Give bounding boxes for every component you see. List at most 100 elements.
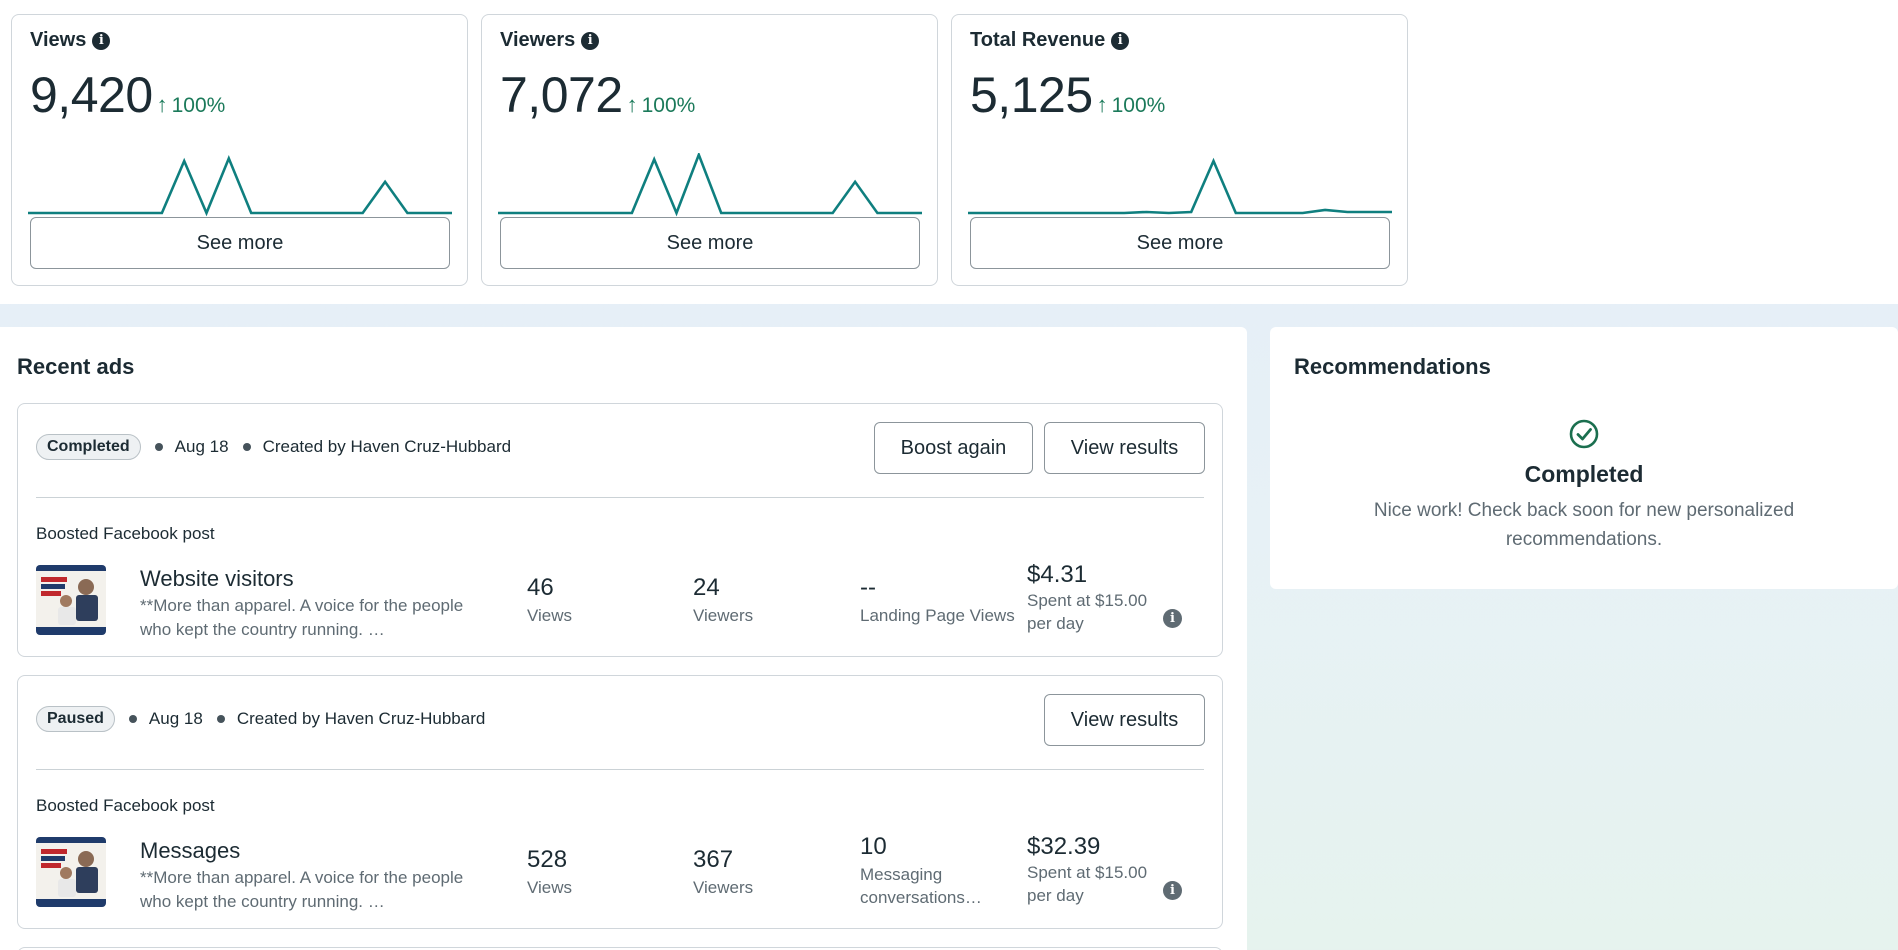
sparkline-views — [28, 154, 452, 217]
stat-value: 367 — [693, 846, 734, 873]
stat-viewers: 367 Viewers — [693, 846, 753, 899]
metrics-band: Views i 9,420 ↑ 100% See more Viewers i … — [0, 0, 1898, 304]
metric-change-value: 100% — [171, 94, 226, 117]
recommendations-panel: Recommendations Completed Nice work! Che… — [1270, 327, 1898, 589]
stat-viewers: 24 Viewers — [693, 574, 753, 627]
separator-dot — [154, 443, 163, 451]
metric-change-value: 100% — [641, 94, 696, 117]
trend-line — [968, 157, 1392, 215]
ad-header: Completed Aug 18 Created by Haven Cruz-H… — [36, 434, 511, 460]
info-icon[interactable]: i — [1163, 881, 1182, 900]
see-more-button[interactable]: See more — [30, 217, 450, 269]
see-more-button[interactable]: See more — [970, 217, 1390, 269]
ad-thumbnail[interactable] — [36, 837, 106, 907]
ad-creator: Created by Haven Cruz-Hubbard — [262, 437, 512, 456]
recommendations-message: Nice work! Check back soon for new perso… — [1373, 500, 1795, 550]
metric-title-row: Views i — [30, 29, 449, 52]
stat-label: Views — [527, 606, 573, 625]
separator-dot — [242, 443, 251, 451]
info-icon[interactable]: i — [1111, 31, 1130, 50]
metric-value: 5,125 — [970, 67, 1093, 123]
info-icon[interactable]: i — [581, 31, 600, 50]
metric-change: ↑ 100% — [157, 92, 226, 118]
stat-value: -- — [860, 574, 876, 601]
stat-spend: $4.31 Spent at $15.00 per day — [1027, 561, 1157, 635]
metric-value: 7,072 — [500, 67, 623, 123]
metric-title-row: Viewers i — [500, 29, 919, 52]
ad-card: Completed Aug 18 Created by Haven Cruz-H… — [17, 403, 1223, 657]
spend-value: $32.39 — [1027, 833, 1101, 860]
metric-card-viewers: Viewers i 7,072 ↑ 100% See more — [481, 14, 938, 286]
separator-dot — [216, 715, 225, 723]
ad-creator: Created by Haven Cruz-Hubbard — [236, 709, 486, 728]
metric-change-value: 100% — [1111, 94, 1166, 117]
stat-value: 528 — [527, 846, 568, 873]
metric-title: Viewers — [500, 29, 576, 51]
status-badge: Paused — [36, 706, 115, 732]
check-circle-icon — [1569, 419, 1599, 449]
post-type: Boosted Facebook post — [36, 796, 215, 815]
stat-landing-page-views: -- Landing Page Views — [860, 574, 1030, 627]
recommendations-status: Completed — [1524, 461, 1644, 487]
stat-label: Views — [527, 878, 573, 897]
metric-value-row: 5,125 ↑ 100% — [970, 66, 1389, 124]
metric-change: ↑ 100% — [1097, 92, 1166, 118]
divider — [36, 769, 1204, 770]
separator-dot — [128, 715, 137, 723]
trend-line — [498, 153, 922, 217]
stat-spend: $32.39 Spent at $15.00 per day — [1027, 833, 1157, 907]
divider — [36, 497, 1204, 498]
recent-ads-panel: Recent ads Completed Aug 18 Created by H… — [0, 327, 1247, 950]
stat-views: 528 Views — [527, 846, 572, 899]
stat-label: Messaging conversations… — [860, 865, 982, 907]
ad-card: Paused Aug 18 Created by Haven Cruz-Hubb… — [17, 675, 1223, 929]
recent-ads-title: Recent ads — [17, 354, 135, 379]
status-badge: Completed — [36, 434, 141, 460]
ad-date: Aug 18 — [174, 437, 229, 456]
ad-date: Aug 18 — [148, 709, 203, 728]
info-icon[interactable]: i — [92, 31, 111, 50]
recommendations-title: Recommendations — [1294, 354, 1491, 379]
boost-again-button[interactable]: Boost again — [874, 422, 1033, 474]
metric-value-row: 7,072 ↑ 100% — [500, 66, 919, 124]
ad-description: **More than apparel. A voice for the peo… — [140, 596, 464, 639]
stat-label: Viewers — [693, 606, 754, 625]
arrow-up-icon: ↑ — [626, 92, 638, 117]
stat-value: 24 — [693, 574, 720, 601]
post-type: Boosted Facebook post — [36, 524, 215, 543]
spend-label: Spent at $15.00 per day — [1027, 863, 1148, 905]
metric-title: Total Revenue — [970, 29, 1106, 51]
view-results-button[interactable]: View results — [1044, 694, 1205, 746]
metric-title-row: Total Revenue i — [970, 29, 1389, 52]
view-results-button[interactable]: View results — [1044, 422, 1205, 474]
arrow-up-icon: ↑ — [156, 92, 168, 117]
spend-label: Spent at $15.00 per day — [1027, 591, 1148, 633]
stat-value: 46 — [527, 574, 554, 601]
stat-messaging-conversations: 10 Messaging conversations… — [860, 833, 1010, 909]
see-more-button[interactable]: See more — [500, 217, 920, 269]
metric-card-views: Views i 9,420 ↑ 100% See more — [11, 14, 468, 286]
arrow-up-icon: ↑ — [1096, 92, 1108, 117]
ad-name[interactable]: Website visitors — [140, 566, 294, 591]
stat-label: Viewers — [693, 878, 754, 897]
metric-value-row: 9,420 ↑ 100% — [30, 66, 449, 124]
ad-header: Paused Aug 18 Created by Haven Cruz-Hubb… — [36, 706, 485, 732]
stat-label: Landing Page Views — [860, 606, 1015, 625]
metric-change: ↑ 100% — [627, 92, 696, 118]
recommendations-content: Completed Nice work! Check back soon for… — [1270, 419, 1898, 554]
metric-title: Views — [30, 29, 87, 51]
ad-thumbnail-image — [36, 837, 106, 907]
trend-line — [28, 154, 452, 217]
stat-views: 46 Views — [527, 574, 572, 627]
metric-value: 9,420 — [30, 67, 153, 123]
ad-thumbnail-image — [36, 565, 106, 635]
stat-value: 10 — [860, 833, 887, 860]
metric-card-total-revenue: Total Revenue i 5,125 ↑ 100% See more — [951, 14, 1408, 286]
info-icon[interactable]: i — [1163, 609, 1182, 628]
spend-value: $4.31 — [1027, 561, 1088, 588]
ad-name[interactable]: Messages — [140, 838, 241, 863]
sparkline-viewers — [498, 153, 922, 217]
sparkline-total-revenue — [968, 157, 1392, 215]
ad-thumbnail[interactable] — [36, 565, 106, 635]
ad-description: **More than apparel. A voice for the peo… — [140, 868, 464, 911]
